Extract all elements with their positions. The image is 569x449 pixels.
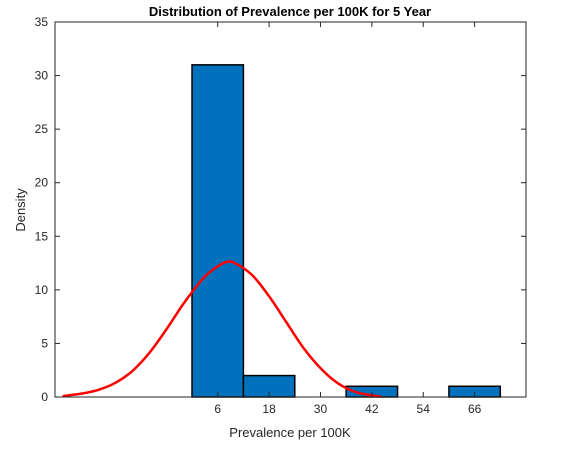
y-tick-label: 20 xyxy=(35,176,49,190)
y-tick-label: 15 xyxy=(35,229,49,243)
y-tick-label: 0 xyxy=(41,390,48,404)
axes-background xyxy=(55,22,526,397)
y-tick-label: 30 xyxy=(35,69,49,83)
x-tick-label: 18 xyxy=(262,402,276,416)
y-tick-label: 5 xyxy=(41,336,48,350)
chart-title: Distribution of Prevalence per 100K for … xyxy=(149,4,431,19)
fit-curve-layer xyxy=(62,260,382,398)
y-tick-label: 10 xyxy=(35,283,49,297)
x-tick-label: 30 xyxy=(314,402,328,416)
y-tick-label: 35 xyxy=(35,15,49,29)
x-axis-label: Prevalence per 100K xyxy=(229,425,351,440)
histogram-bar xyxy=(191,64,245,398)
x-tick-label: 54 xyxy=(417,402,431,416)
x-tick-label: 42 xyxy=(365,402,379,416)
y-axis-label: Density xyxy=(13,188,28,232)
ticks-layer: 6 18 30 42 54 66 0 5 10 15 20 25 30 35 xyxy=(35,15,526,416)
normal-fit-curve xyxy=(62,260,382,398)
x-tick-label: 66 xyxy=(468,402,482,416)
x-tick-label: 6 xyxy=(214,402,221,416)
axes-box xyxy=(54,21,527,398)
bars-layer xyxy=(191,64,502,398)
y-tick-label: 25 xyxy=(35,122,49,136)
